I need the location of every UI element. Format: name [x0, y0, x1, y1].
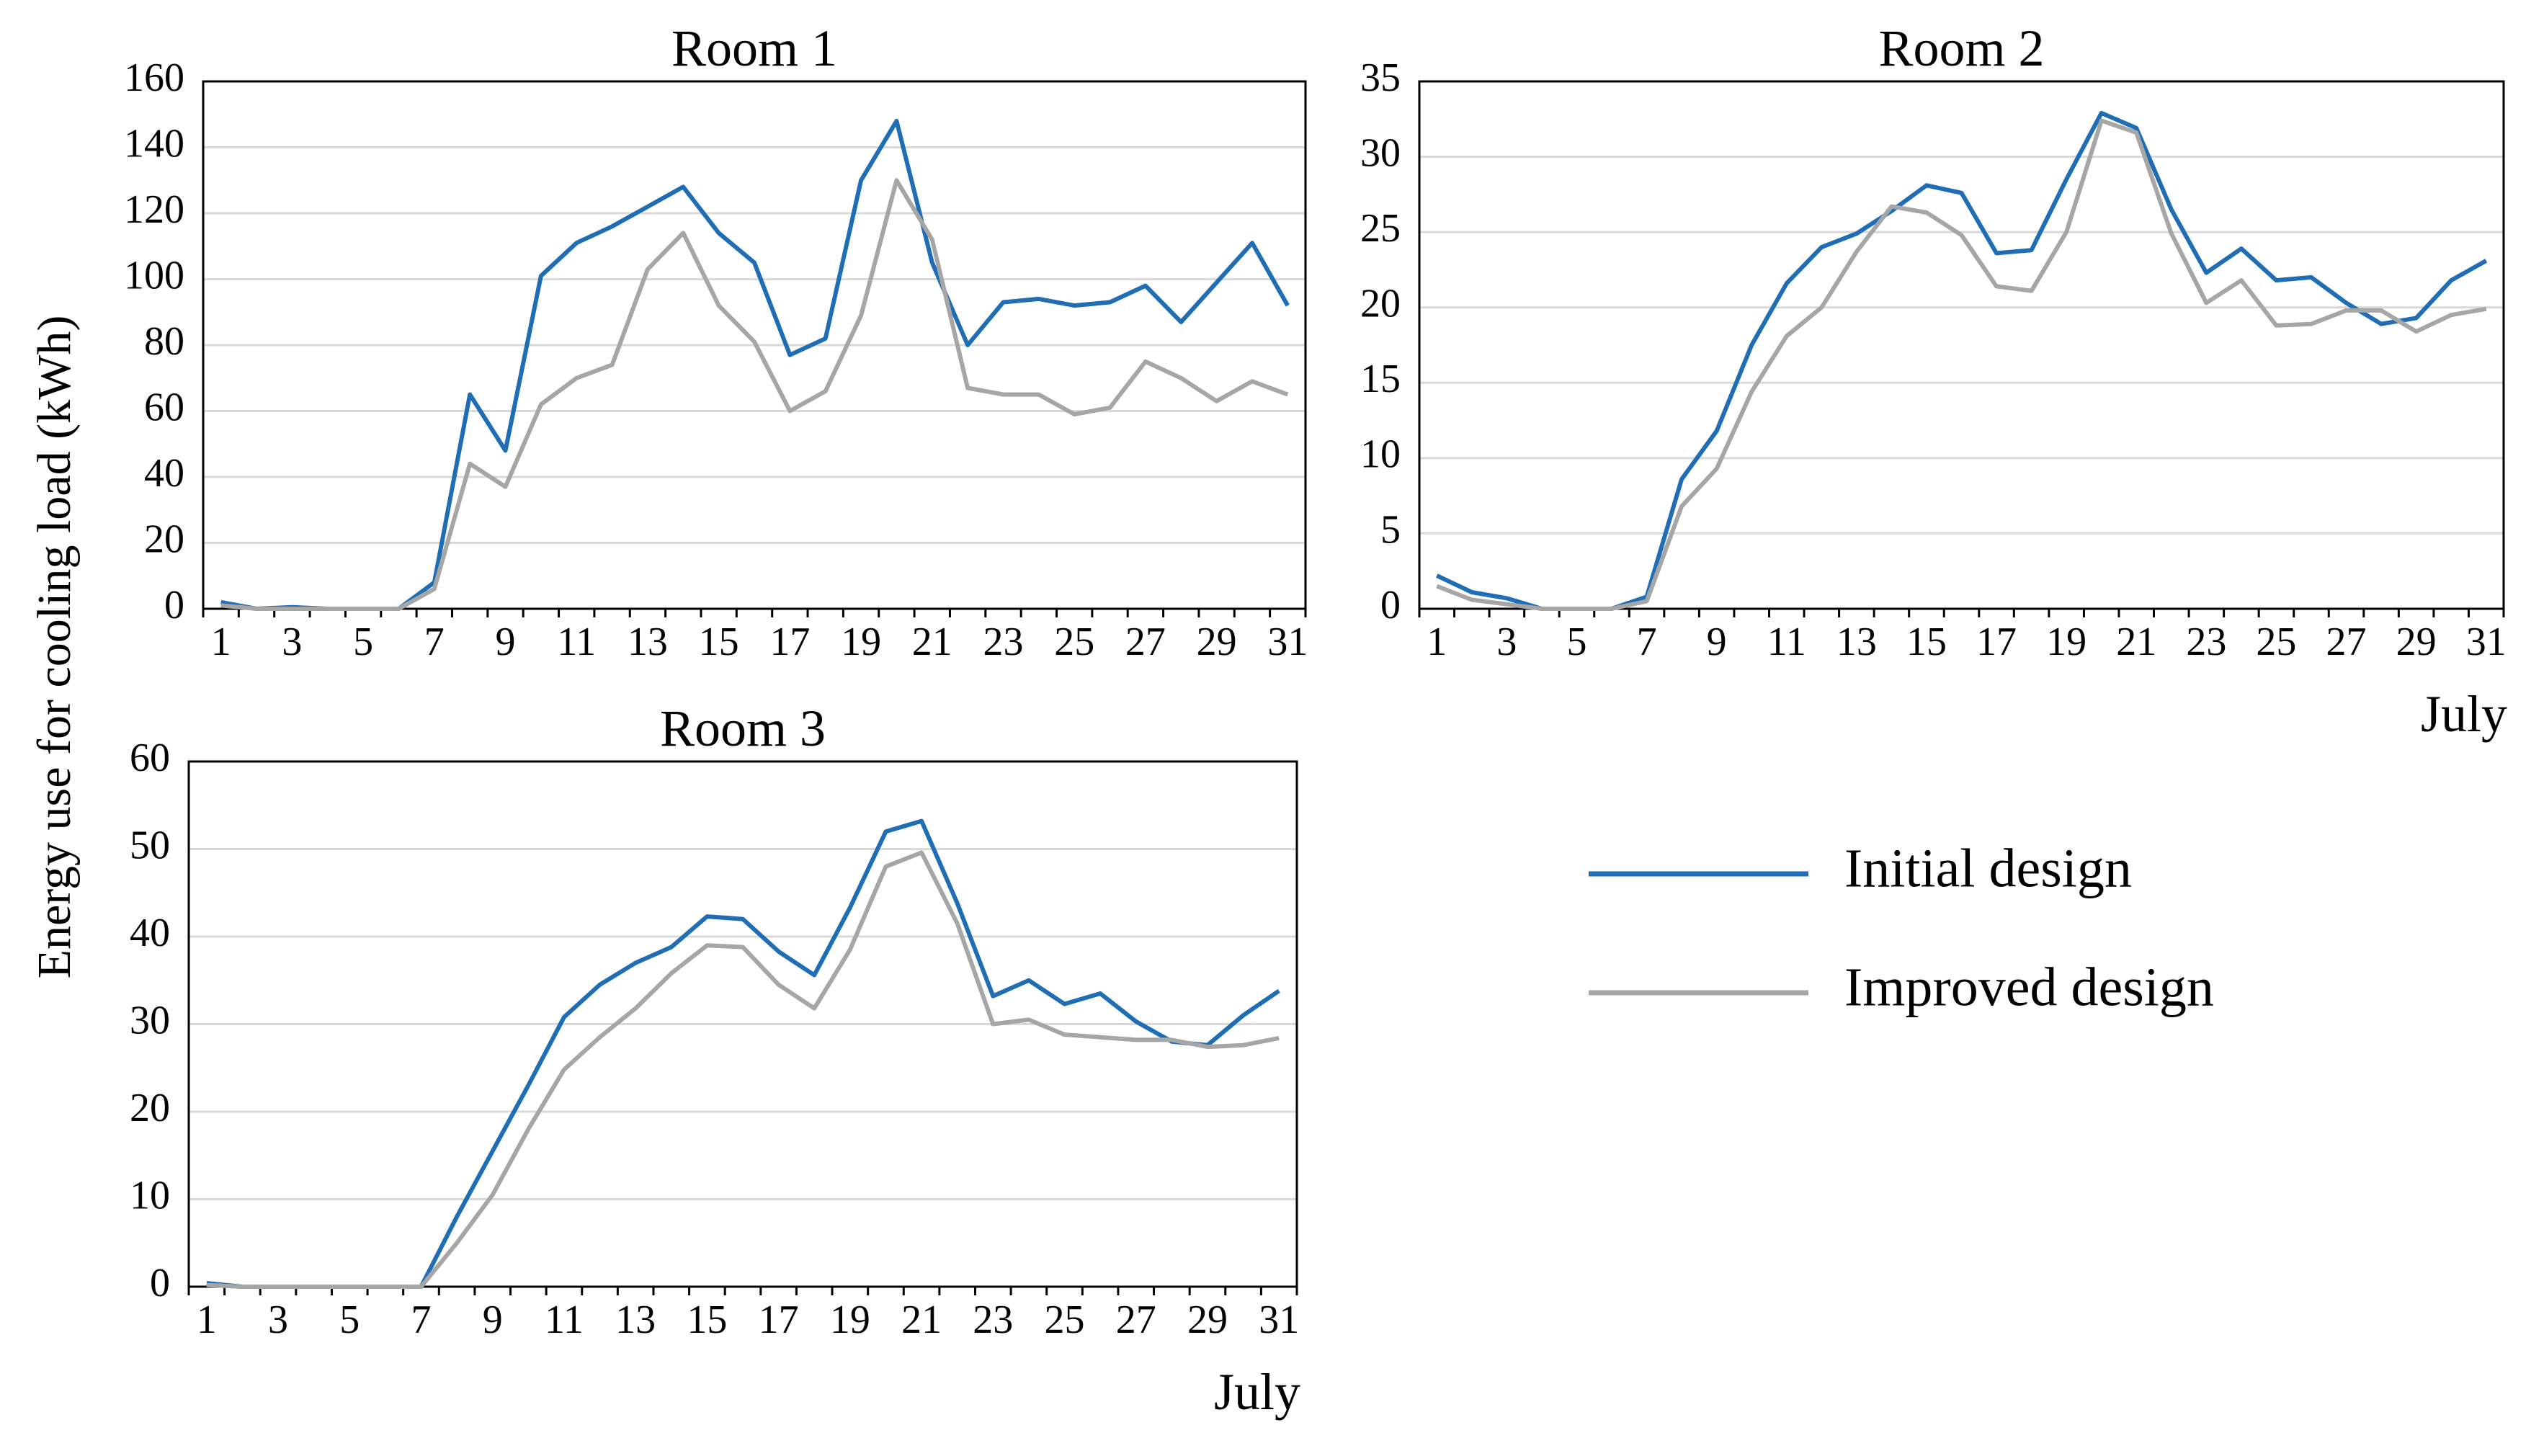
room-1-y-tick-label: 160 — [124, 55, 184, 100]
room-2-x-tick-label: 27 — [2326, 620, 2367, 664]
room-3-y-tick-label: 20 — [130, 1086, 170, 1130]
room-3-y-tick-label: 60 — [130, 736, 170, 780]
room-2-x-tick-label: 7 — [1637, 620, 1657, 664]
room-3-series-improved-design — [206, 850, 1280, 1289]
room-2-x-tick-label: 17 — [1976, 620, 2017, 664]
room-3-x-tick-label: 1 — [197, 1298, 217, 1342]
room-2-x-tick-label: 25 — [2256, 620, 2296, 664]
room-1-x-tick-label: 31 — [1267, 620, 1308, 664]
legend-label-improved-design: Improved design — [1844, 957, 2214, 1017]
room-2-title: Room 2 — [1878, 19, 2044, 77]
room-3-title: Room 3 — [660, 700, 826, 757]
room-1-x-tick-label: 7 — [424, 620, 445, 664]
room-2-x-tick-label: 3 — [1496, 620, 1517, 664]
room-2-x-tick-label: 31 — [2466, 620, 2507, 664]
room-2-x-tick-label: 15 — [1906, 620, 1947, 664]
room-3-x-tick-label: 19 — [830, 1298, 870, 1342]
room-1-series-initial-design — [220, 118, 1290, 611]
room-2-x-tick-label: 21 — [2116, 620, 2156, 664]
room-2-x-tick-label: 23 — [2186, 620, 2226, 664]
room-2-x-tick-label: 5 — [1566, 620, 1586, 664]
room-1-plot-frame — [202, 80, 1307, 610]
room-1-y-tick-label: 100 — [124, 253, 184, 298]
room-2-y-tick-label: 0 — [1380, 583, 1401, 627]
room-3-x-tick-label: 5 — [339, 1298, 360, 1342]
room-1-y-tick-label: 20 — [144, 517, 184, 561]
room-1-y-tick-label: 80 — [144, 319, 184, 364]
legend: Initial design Improved design — [1589, 838, 2214, 1017]
room-3-y-tick-label: 10 — [130, 1173, 170, 1218]
room-2-x-axis-label: July — [2421, 685, 2507, 743]
room-2-y-tick-label: 35 — [1360, 55, 1401, 100]
room-1-y-tick-label: 120 — [124, 187, 184, 232]
room-1-x-tick-label: 5 — [353, 620, 373, 664]
room-2-x-tick-label: 9 — [1707, 620, 1727, 664]
room-1-x-tick-label: 29 — [1197, 620, 1237, 664]
room-3-y-tick-label: 30 — [130, 998, 170, 1042]
room-1-x-tick-label: 13 — [628, 620, 668, 664]
room-2-y-tick-label: 10 — [1360, 432, 1401, 477]
room-3-series-initial-design — [206, 818, 1280, 1289]
room-1-x-tick-label: 21 — [912, 620, 952, 664]
room-1-x-tick-label: 25 — [1054, 620, 1094, 664]
room-3-x-tick-label: 17 — [759, 1298, 799, 1342]
room-1-x-tick-label: 9 — [496, 620, 516, 664]
room-1-x-tick-label: 3 — [282, 620, 302, 664]
room-3-x-axis-label: July — [1214, 1363, 1300, 1421]
room-2-x-tick-label: 11 — [1767, 620, 1806, 664]
room-1-x-tick-label: 19 — [841, 620, 881, 664]
room-2-y-tick-label: 25 — [1360, 206, 1401, 251]
room-1-x-tick-label: 17 — [769, 620, 810, 664]
legend-label-initial-design: Initial design — [1844, 838, 2132, 898]
room-3-x-tick-label: 13 — [615, 1298, 656, 1342]
room-3-y-tick-label: 40 — [130, 911, 170, 955]
room-1-y-tick-label: 140 — [124, 121, 184, 166]
room-3-y-tick-label: 50 — [130, 823, 170, 867]
room-2-y-tick-label: 15 — [1360, 357, 1401, 401]
room-2-x-tick-label: 29 — [2396, 620, 2437, 664]
room-3-y-tick-label: 0 — [150, 1261, 170, 1305]
room-2-y-tick-label: 20 — [1360, 282, 1401, 326]
y-axis-label: Energy use for cooling load (kWh) — [28, 316, 81, 979]
room-3-x-tick-label: 15 — [687, 1298, 727, 1342]
room-2-y-tick-label: 5 — [1380, 507, 1401, 552]
room-1-x-tick-label: 11 — [557, 620, 596, 664]
room-1-x-tick-label: 23 — [983, 620, 1023, 664]
room-1-y-tick-label: 0 — [164, 583, 184, 627]
room-3-x-tick-label: 29 — [1187, 1298, 1228, 1342]
room-3-x-tick-label: 11 — [545, 1298, 584, 1342]
room-3-x-tick-label: 27 — [1116, 1298, 1156, 1342]
room-1-series-improved-design — [220, 178, 1289, 611]
room-3-x-tick-label: 21 — [901, 1298, 942, 1342]
room-1-x-tick-label: 27 — [1125, 620, 1166, 664]
room-1-x-tick-label: 1 — [211, 620, 231, 664]
room-1-title: Room 1 — [671, 19, 837, 77]
room-3-plot-frame — [187, 760, 1298, 1288]
room-3-x-tick-label: 3 — [268, 1298, 288, 1342]
room-3-x-tick-label: 23 — [973, 1298, 1013, 1342]
room-3-x-tick-label: 25 — [1045, 1298, 1085, 1342]
room-1-y-tick-label: 60 — [144, 385, 184, 429]
room-3-x-tick-label: 9 — [483, 1298, 503, 1342]
room-2-x-tick-label: 1 — [1427, 620, 1447, 664]
room-2-plot-frame — [1418, 80, 2505, 610]
room-2-x-tick-label: 13 — [1836, 620, 1877, 664]
room-3-x-tick-label: 31 — [1259, 1298, 1299, 1342]
room-1-y-tick-label: 40 — [144, 451, 184, 496]
room-1-x-tick-label: 15 — [699, 620, 739, 664]
room-2-series-improved-design — [1436, 118, 2487, 611]
room-2-x-tick-label: 19 — [2046, 620, 2086, 664]
room-2-y-tick-label: 30 — [1360, 130, 1401, 175]
room-3-x-tick-label: 7 — [411, 1298, 431, 1342]
